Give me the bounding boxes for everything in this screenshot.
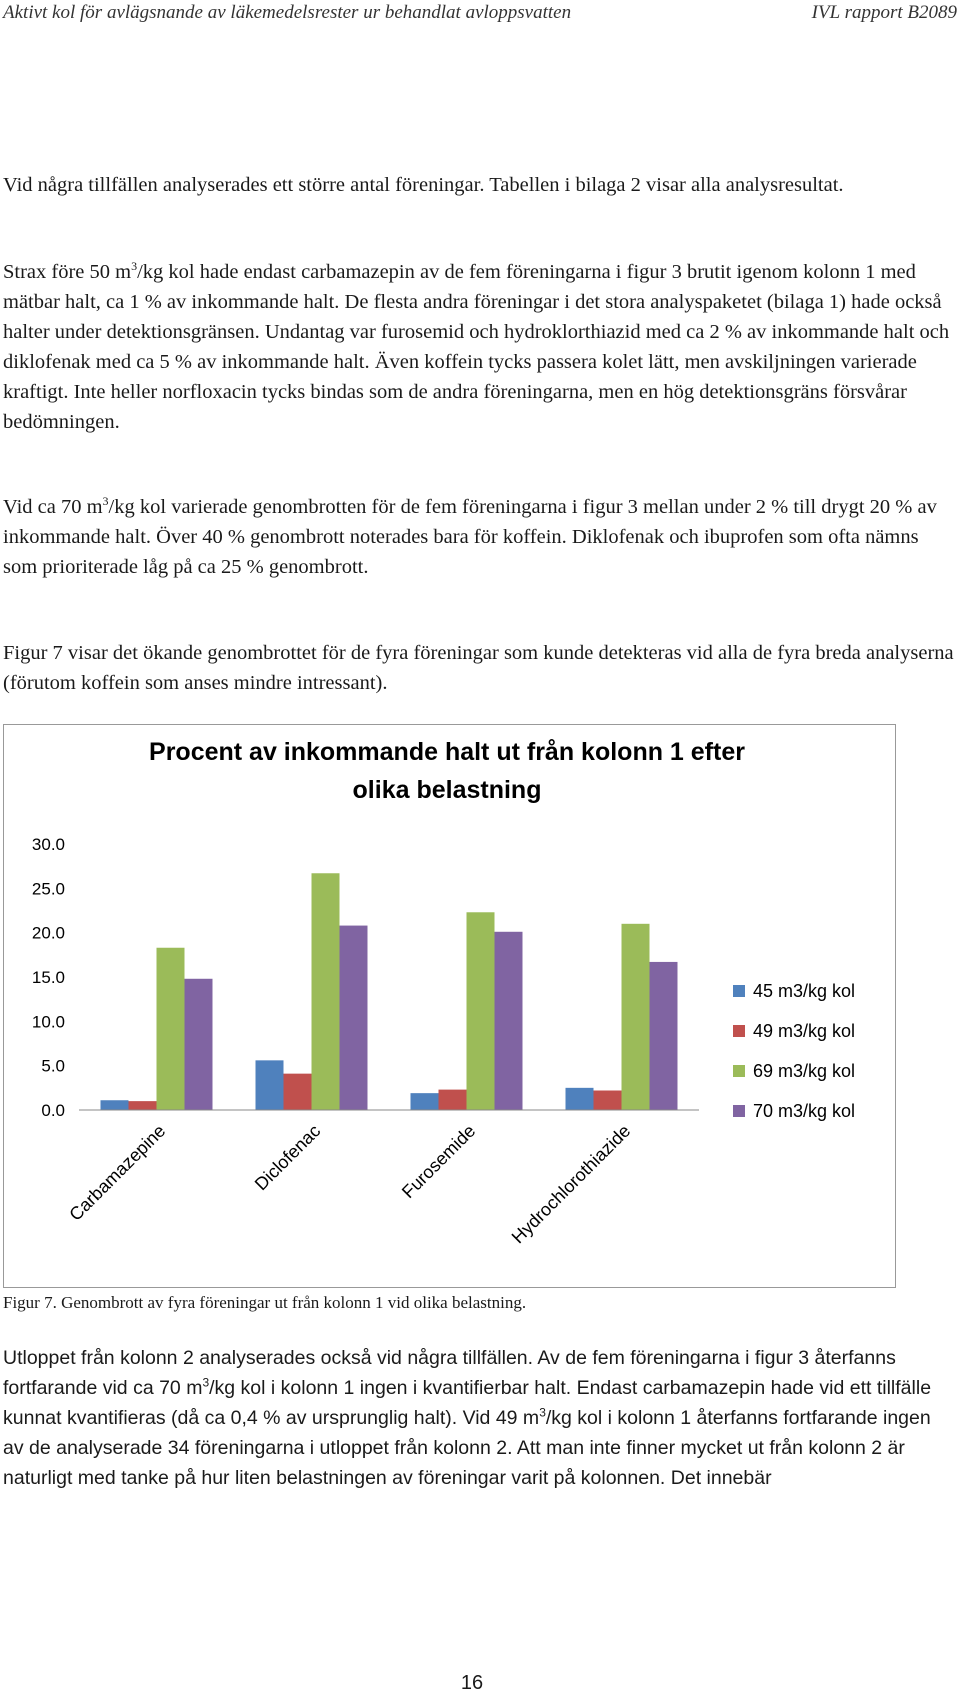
text-run: Utloppet från kolonn 2 analyserades ocks…	[3, 1347, 896, 1399]
superscript: 3	[131, 259, 138, 274]
legend-swatch	[733, 1065, 745, 1077]
legend-label: 45 m3/kg kol	[753, 981, 855, 1001]
bar	[649, 961, 678, 1110]
page-number: 16	[460, 1672, 484, 1694]
bar	[255, 1060, 284, 1110]
bar	[156, 947, 185, 1110]
bar	[565, 1087, 594, 1110]
bar	[466, 912, 495, 1110]
legend-label: 69 m3/kg kol	[753, 1061, 855, 1081]
bar	[128, 1101, 157, 1110]
chart-title: Procent av inkommande halt ut från kolon…	[149, 738, 745, 804]
paragraph: Strax före 50 m3/kg kol hade endast carb…	[3, 257, 955, 437]
legend-swatch	[733, 985, 745, 997]
chart: Procent av inkommande halt ut från kolon…	[3, 724, 896, 1288]
bar	[621, 923, 650, 1110]
text-run: /kg kol i kolonn 1 återfanns fortfarande…	[3, 1407, 931, 1489]
y-tick-label: 0.0	[41, 1101, 65, 1120]
legend-swatch	[733, 1105, 745, 1117]
superscript: 3	[539, 1405, 546, 1420]
chart-border	[3, 724, 896, 1288]
text-run: Vid några tillfällen analyserades ett st…	[3, 174, 844, 196]
bar	[410, 1093, 439, 1110]
legend-label: 49 m3/kg kol	[753, 1021, 855, 1041]
paragraph: Figur 7 visar det ökande genombrottet fö…	[3, 638, 955, 698]
bar	[100, 1100, 129, 1110]
text-run: Strax före 50 m	[3, 261, 132, 283]
text-run: Figur 7 visar det ökande genombrottet fö…	[3, 642, 954, 694]
figure-caption: Figur 7. Genombrott av fyra föreningar u…	[3, 1293, 527, 1312]
superscript: 3	[202, 1375, 210, 1390]
y-tick-label: 5.0	[41, 1057, 65, 1076]
legend-swatch	[733, 1025, 745, 1037]
paragraph: Vid några tillfällen analyserades ett st…	[3, 170, 955, 200]
paragraph: Utloppet från kolonn 2 analyserades ocks…	[3, 1343, 955, 1493]
superscript: 3	[102, 494, 109, 509]
bar	[494, 931, 523, 1110]
y-tick-label: 25.0	[32, 879, 65, 898]
header-left: Aktivt kol för avlägsnande av läkemedels…	[3, 2, 572, 23]
legend-label: 70 m3/kg kol	[753, 1101, 855, 1121]
bar	[438, 1089, 467, 1110]
bar	[593, 1090, 622, 1110]
bar	[339, 925, 368, 1110]
paragraph: Vid ca 70 m3/kg kol varierade genombrott…	[3, 492, 955, 582]
text-run: /kg kol hade endast carbamazepin av de f…	[3, 261, 950, 433]
text-run: /kg kol varierade genombrotten för de fe…	[3, 496, 937, 578]
y-tick-label: 15.0	[32, 968, 65, 987]
text-run: Vid ca 70 m	[3, 496, 103, 518]
y-tick-label: 30.0	[32, 835, 65, 854]
bar	[311, 873, 340, 1110]
text-run: /kg kol i kolonn 1 ingen i kvantifierbar…	[3, 1377, 932, 1429]
y-tick-label: 20.0	[32, 924, 65, 943]
bar	[184, 978, 213, 1110]
bar	[283, 1073, 312, 1110]
header-right: IVL rapport B2089	[811, 2, 957, 23]
y-tick-label: 10.0	[32, 1012, 65, 1031]
